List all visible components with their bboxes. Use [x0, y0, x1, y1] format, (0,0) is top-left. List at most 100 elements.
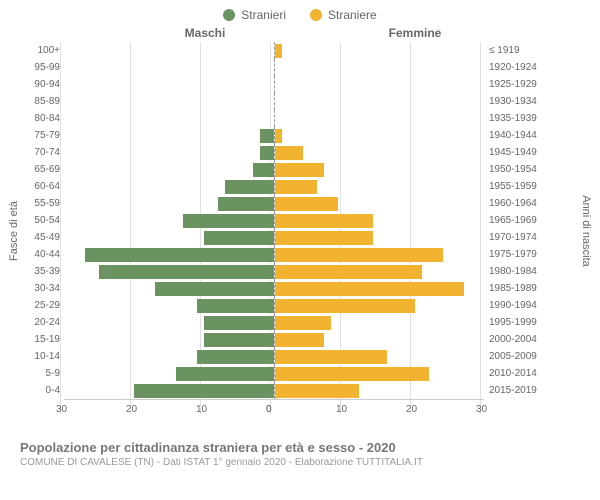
bar-female: [275, 316, 331, 330]
birth-label: 1930-1934: [485, 96, 549, 107]
birth-label: ≤ 1919: [485, 45, 549, 56]
birth-label: 1935-1939: [485, 113, 549, 124]
population-pyramid: Fasce di età Anni di nascita Maschi Femm…: [20, 26, 580, 436]
bar-female-area: [274, 297, 485, 314]
bar-male: [99, 265, 274, 279]
bar-female: [275, 384, 359, 398]
bar-female-area: [274, 263, 485, 280]
birth-label: 2015-2019: [485, 385, 549, 396]
birth-label: 1955-1959: [485, 181, 549, 192]
bar-female: [275, 367, 429, 381]
bar-male-area: [64, 348, 274, 365]
table-row: 20-241995-1999: [20, 314, 580, 331]
table-row: 85-89 1930-1934: [20, 93, 580, 110]
birth-label: 1920-1924: [485, 62, 549, 73]
bar-female-area: [274, 382, 485, 399]
bar-male-area: [64, 178, 274, 195]
bar-male: [85, 248, 274, 262]
bar-male-area: [64, 195, 274, 212]
bar-female-area: [274, 110, 485, 127]
age-label: 85-89: [20, 96, 64, 107]
col-title-female: Femmine: [310, 26, 520, 40]
bar-male: [260, 146, 274, 160]
age-label: 50-54: [20, 215, 64, 226]
col-title-male: Maschi: [60, 26, 310, 40]
bar-male-area: [64, 280, 274, 297]
birth-label: 2005-2009: [485, 351, 549, 362]
bar-male-area: [64, 263, 274, 280]
age-label: 20-24: [20, 317, 64, 328]
bar-male-area: [64, 212, 274, 229]
birth-label: 1985-1989: [485, 283, 549, 294]
age-label: 0-4: [20, 385, 64, 396]
bar-male: [204, 316, 274, 330]
birth-label: 1950-1954: [485, 164, 549, 175]
bar-male-area: [64, 246, 274, 263]
bar-female: [275, 231, 373, 245]
bar-male-area: [64, 297, 274, 314]
bar-male-area: [64, 365, 274, 382]
legend-male: Stranieri: [223, 8, 286, 22]
bar-male: [197, 299, 274, 313]
legend: Stranieri Straniere: [0, 0, 600, 26]
bar-male: [218, 197, 274, 211]
bar-female-area: [274, 59, 485, 76]
bar-female-area: [274, 127, 485, 144]
bar-female-area: [274, 42, 485, 59]
birth-label: 2010-2014: [485, 368, 549, 379]
bar-female: [275, 163, 324, 177]
bar-female: [275, 265, 422, 279]
bar-female: [275, 333, 324, 347]
footer-subtitle: COMUNE DI CAVALESE (TN) - Dati ISTAT 1° …: [20, 457, 580, 468]
birth-label: 1960-1964: [485, 198, 549, 209]
table-row: 0-4 2015-2019: [20, 382, 580, 399]
bar-female-area: [274, 365, 485, 382]
chart-rows: 100+≤ 191995-991920-192490-941925-192985…: [20, 40, 580, 399]
bar-female: [275, 146, 303, 160]
table-row: 90-941925-1929: [20, 76, 580, 93]
age-label: 30-34: [20, 283, 64, 294]
bar-female-area: [274, 212, 485, 229]
bar-male-area: [64, 331, 274, 348]
bar-male-area: [64, 229, 274, 246]
bar-female: [275, 350, 387, 364]
birth-label: 1990-1994: [485, 300, 549, 311]
age-label: 75-79: [20, 130, 64, 141]
table-row: 70-741945-1949: [20, 144, 580, 161]
age-label: 95-99: [20, 62, 64, 73]
bar-male: [155, 282, 274, 296]
table-row: 10-142005-2009: [20, 348, 580, 365]
bar-male: [197, 350, 274, 364]
bar-female-area: [274, 195, 485, 212]
bar-male: [204, 231, 274, 245]
birth-label: 1980-1984: [485, 266, 549, 277]
birth-label: 1965-1969: [485, 215, 549, 226]
table-row: 75-791940-1944: [20, 127, 580, 144]
birth-label: 1970-1974: [485, 232, 549, 243]
table-row: 5-92010-2014: [20, 365, 580, 382]
bar-female-area: [274, 331, 485, 348]
bar-female-area: [274, 76, 485, 93]
bar-female-area: [274, 314, 485, 331]
x-axis-right: 0102030: [274, 399, 484, 400]
age-label: 40-44: [20, 249, 64, 260]
bar-male-area: [64, 93, 274, 110]
bar-female-area: [274, 144, 485, 161]
table-row: 80-841935-1939: [20, 110, 580, 127]
age-label: 100+: [20, 45, 64, 56]
bar-female-area: [274, 280, 485, 297]
legend-male-label: Stranieri: [241, 8, 286, 22]
bar-female: [275, 44, 282, 58]
x-axis: 3020100 0102030: [20, 399, 580, 421]
table-row: 30-34 1985-1989: [20, 280, 580, 297]
legend-female-label: Straniere: [328, 8, 377, 22]
bar-female-area: [274, 161, 485, 178]
bar-male-area: [64, 42, 274, 59]
table-row: 35-391980-1984: [20, 263, 580, 280]
bar-female-area: [274, 246, 485, 263]
bar-male: [204, 333, 274, 347]
age-label: 70-74: [20, 147, 64, 158]
bar-male-area: [64, 127, 274, 144]
bar-male-area: [64, 110, 274, 127]
table-row: 60-641955-1959: [20, 178, 580, 195]
